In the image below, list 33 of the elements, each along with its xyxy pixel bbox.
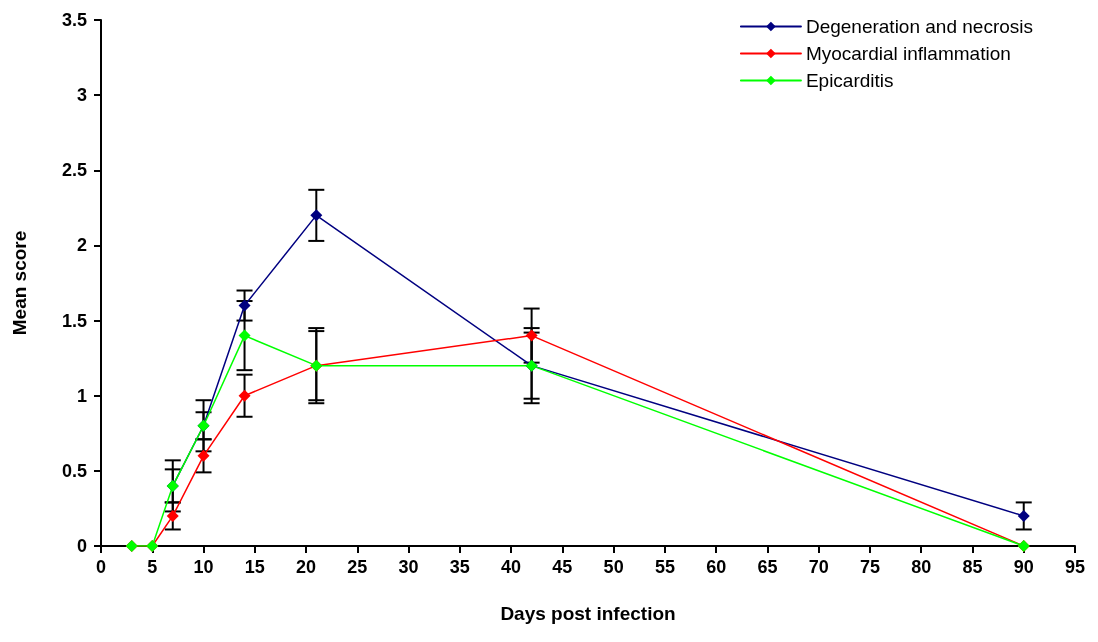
x-tick-label: 30: [398, 557, 419, 577]
x-tick-label: 85: [962, 557, 983, 577]
x-tick-label: 70: [808, 557, 829, 577]
x-tick-label: 75: [859, 557, 880, 577]
y-tick-label: 1.5: [61, 310, 87, 331]
x-tick-label: 5: [147, 557, 158, 577]
x-tick-label: 50: [603, 557, 624, 577]
x-tick-label: 0: [95, 557, 107, 577]
y-tick-label: 3: [76, 85, 87, 106]
y-tick-label: 0: [76, 536, 87, 556]
x-tick-label: 90: [1013, 557, 1034, 577]
y-tick-label: 0.5: [61, 460, 87, 481]
x-tick-label: 65: [757, 557, 778, 577]
x-tick-label: 45: [552, 557, 573, 577]
x-tick-label: 20: [296, 557, 317, 577]
x-tick-label: 40: [501, 557, 522, 577]
x-tick-label: 10: [193, 557, 214, 577]
y-tick-label: 3.5: [61, 10, 87, 30]
y-axis-title: Mean score: [9, 230, 30, 336]
x-tick-label: 95: [1064, 557, 1086, 577]
x-tick-label: 55: [654, 557, 675, 577]
x-tick-label: 80: [911, 557, 932, 577]
x-tick-label: 35: [449, 557, 470, 577]
x-tick-label: 25: [347, 557, 368, 577]
legend-label: Epicarditis: [805, 70, 894, 91]
y-tick-label: 1: [76, 385, 87, 406]
y-tick-label: 2: [76, 235, 87, 256]
legend-label: Myocardial inflammation: [805, 43, 1011, 64]
x-tick-label: 60: [706, 557, 727, 577]
y-tick-label: 2.5: [61, 160, 87, 181]
x-tick-label: 15: [244, 557, 265, 577]
legend-label: Degeneration and necrosis: [805, 16, 1033, 37]
x-axis-title: Days post infection: [500, 603, 676, 624]
